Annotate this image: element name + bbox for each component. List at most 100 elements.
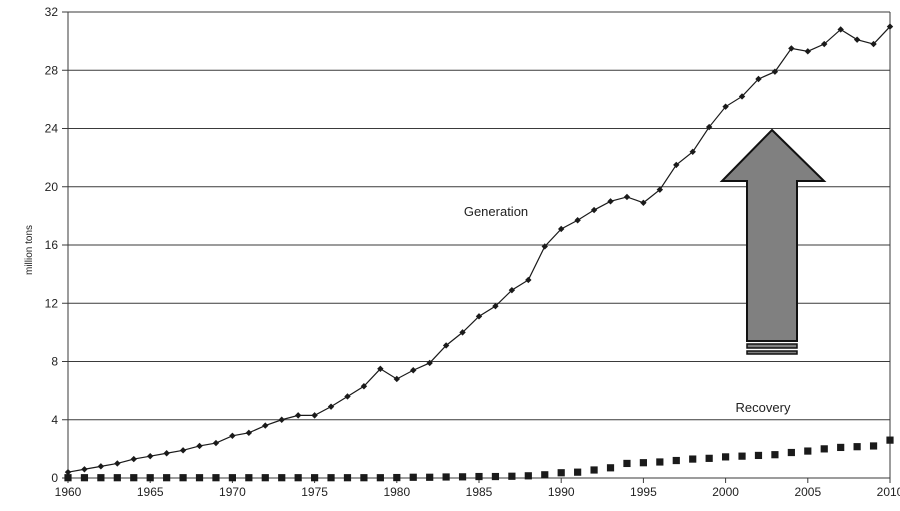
data-point-recovery-1994 <box>623 459 631 468</box>
data-point-generation-1974 <box>294 412 302 419</box>
y-tick-label-12: 12 <box>45 296 59 310</box>
x-tick-label-1985: 1985 <box>466 485 493 499</box>
data-point-generation-1969 <box>212 439 220 447</box>
data-point-recovery-2008 <box>853 443 861 451</box>
data-point-generation-1985 <box>475 313 483 320</box>
data-point-generation-2005 <box>804 48 811 55</box>
data-point-generation-1970 <box>229 432 236 439</box>
data-point-generation-1991 <box>574 217 581 224</box>
data-point-generation-2009 <box>870 40 877 48</box>
data-point-recovery-1999 <box>705 454 713 462</box>
arrow-stripe-2 <box>746 350 798 355</box>
data-point-generation-1962 <box>97 463 105 470</box>
data-point-generation-1980 <box>393 375 400 383</box>
gridlines <box>68 11 890 479</box>
data-point-recovery-1968 <box>195 474 204 482</box>
data-point-recovery-1963 <box>113 474 121 482</box>
data-point-recovery-2003 <box>771 451 779 459</box>
data-point-generation-1963 <box>114 460 121 467</box>
data-point-recovery-2005 <box>804 447 812 455</box>
x-tick-label-2010: 2010 <box>877 485 900 499</box>
data-point-recovery-1986 <box>491 472 500 481</box>
data-point-recovery-1990 <box>557 469 565 477</box>
data-point-generation-1995 <box>640 199 647 206</box>
x-tick-label-1975: 1975 <box>301 485 328 499</box>
data-point-recovery-1995 <box>639 459 647 467</box>
data-point-recovery-1960 <box>64 474 72 482</box>
x-tick-label-1995: 1995 <box>630 485 657 499</box>
series-labels: Generation Recovery <box>464 204 791 415</box>
y-tick-label-16: 16 <box>45 238 59 252</box>
data-point-generation-1978 <box>360 383 368 390</box>
data-point-recovery-1997 <box>672 456 680 465</box>
data-point-generation-1982 <box>426 359 433 367</box>
y-tick-label-28: 28 <box>45 63 59 77</box>
data-point-generation-1997 <box>673 161 680 169</box>
x-tick-label-1990: 1990 <box>548 485 575 499</box>
data-point-generation-1971 <box>245 429 253 437</box>
data-point-generation-1981 <box>410 367 417 374</box>
data-point-recovery-1970 <box>228 474 236 482</box>
data-point-recovery-1979 <box>376 474 384 482</box>
data-point-recovery-1967 <box>179 474 187 482</box>
data-point-recovery-1996 <box>656 458 664 466</box>
x-tick-label-1960: 1960 <box>55 485 82 499</box>
data-point-recovery-2000 <box>722 453 730 461</box>
data-point-recovery-1983 <box>442 473 450 481</box>
data-point-generation-1960 <box>64 468 72 476</box>
data-point-generation-1975 <box>311 412 318 419</box>
data-point-recovery-2010 <box>886 436 894 444</box>
data-point-generation-1984 <box>459 329 466 336</box>
data-point-generation-2010 <box>886 23 894 30</box>
x-tick-label-1965: 1965 <box>137 485 164 499</box>
y-tick-label-4: 4 <box>51 413 58 427</box>
data-point-recovery-2001 <box>738 452 746 460</box>
data-point-generation-1961 <box>81 466 88 473</box>
data-point-generation-1998 <box>689 148 696 155</box>
data-point-recovery-1973 <box>278 474 286 482</box>
data-point-generation-1988 <box>525 276 532 284</box>
arrow-stripe-1 <box>746 343 798 349</box>
data-point-generation-2006 <box>821 40 828 48</box>
y-tick-label-0: 0 <box>51 471 58 485</box>
series-label-generation: Generation <box>464 204 528 219</box>
data-point-generation-1976 <box>327 403 335 410</box>
data-point-recovery-1978 <box>360 474 368 482</box>
data-point-generation-1968 <box>196 442 203 450</box>
data-point-recovery-2002 <box>754 451 763 460</box>
data-point-recovery-1989 <box>541 471 549 479</box>
data-point-recovery-1993 <box>606 464 615 472</box>
data-point-generation-1973 <box>278 416 285 423</box>
data-point-recovery-1972 <box>261 474 269 482</box>
data-point-generation-1979 <box>377 365 384 372</box>
data-point-recovery-1998 <box>689 455 697 463</box>
data-point-generation-2007 <box>837 26 844 33</box>
data-point-generation-1999 <box>705 123 713 131</box>
series-generation <box>64 23 894 476</box>
tick-labels: 0 4 8 12 16 20 24 28 32 1960 1965 1970 1975 1980 1985 1… <box>45 5 900 499</box>
data-point-generation-1993 <box>607 198 614 205</box>
series <box>64 23 894 482</box>
data-point-generation-2003 <box>771 68 779 75</box>
data-point-generation-2008 <box>853 36 861 43</box>
data-point-generation-2001 <box>738 93 746 100</box>
data-point-recovery-1980 <box>393 473 401 482</box>
data-point-generation-1990 <box>558 225 565 233</box>
y-axis-title: million tons <box>24 225 35 275</box>
data-point-recovery-1982 <box>426 473 434 481</box>
data-point-generation-1967 <box>179 447 187 454</box>
data-point-recovery-1977 <box>343 474 352 482</box>
data-point-generation-2002 <box>755 75 762 83</box>
data-point-generation-1965 <box>147 452 154 460</box>
data-point-generation-1964 <box>130 455 137 463</box>
data-point-generation-1986 <box>492 302 499 310</box>
data-point-generation-1994 <box>623 193 631 201</box>
data-point-recovery-1976 <box>327 474 335 482</box>
data-point-recovery-1991 <box>574 468 582 476</box>
data-point-generation-1989 <box>541 243 548 250</box>
data-point-recovery-1964 <box>130 474 138 482</box>
data-point-recovery-1975 <box>311 474 319 482</box>
data-point-generation-1966 <box>163 450 170 457</box>
x-tick-label-2000: 2000 <box>712 485 739 499</box>
